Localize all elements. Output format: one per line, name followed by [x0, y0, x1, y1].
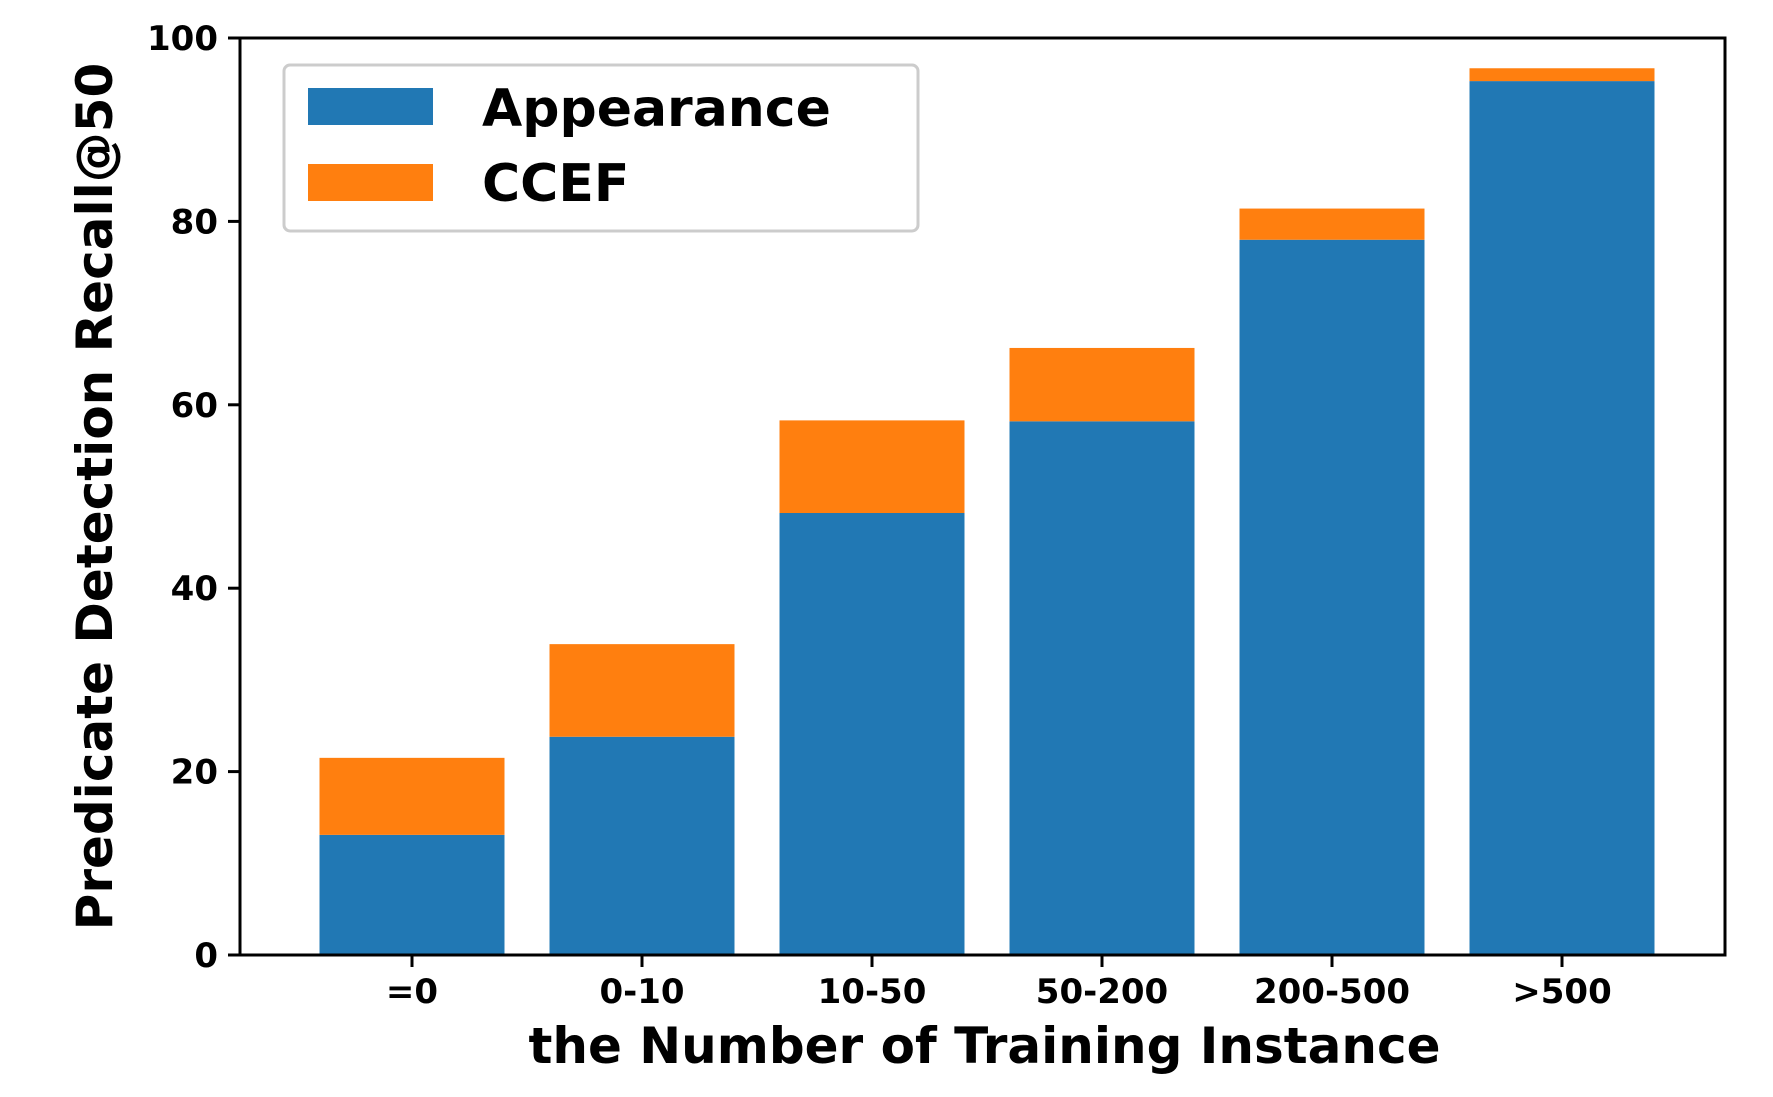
legend-label-appearance: Appearance	[482, 79, 831, 139]
bar-appearance-2	[779, 513, 965, 955]
bar-appearance-0	[319, 834, 505, 955]
x-tick-label: 0-10	[599, 972, 684, 1012]
bar-appearance-1	[549, 736, 735, 955]
bar-appearance-4	[1239, 239, 1425, 956]
bar-appearance-3	[1009, 421, 1195, 955]
legend-swatch-appearance	[308, 88, 433, 125]
y-tick-label: 20	[171, 753, 218, 793]
x-tick-label: 200-500	[1254, 972, 1410, 1012]
y-tick-label: 80	[171, 202, 218, 242]
y-axis: 0 20 40 60 80 100	[147, 19, 240, 976]
bar-ccef-3	[1009, 347, 1195, 422]
legend: Appearance CCEF	[282, 63, 920, 233]
bar-ccef-0	[319, 757, 505, 835]
bars-layer	[319, 68, 1655, 956]
x-axis: =0 0-10 10-50 50-200 200-500 >500	[386, 955, 1612, 1012]
x-tick-label: 50-200	[1036, 972, 1168, 1012]
plot-area-frame	[238, 36, 1727, 957]
bar-ccef-1	[549, 644, 735, 737]
y-tick-label: 40	[171, 569, 218, 609]
bar-appearance-5	[1469, 81, 1655, 955]
y-axis-title: Predicate Detection Recall@50	[66, 63, 124, 931]
legend-swatch-ccef	[308, 164, 433, 201]
y-tick-label: 60	[171, 386, 218, 426]
x-tick-label: >500	[1512, 972, 1611, 1012]
y-tick-label: 100	[147, 19, 218, 59]
legend-box	[282, 63, 920, 233]
legend-label-ccef: CCEF	[482, 154, 629, 214]
bar-ccef-5	[1469, 68, 1655, 82]
bar-ccef-2	[779, 420, 965, 514]
x-tick-label: 10-50	[818, 972, 927, 1012]
y-tick-label: 0	[194, 936, 218, 976]
bar-ccef-4	[1239, 208, 1425, 240]
x-axis-title: the Number of Training Instance	[528, 1017, 1440, 1075]
x-tick-label: =0	[386, 972, 438, 1012]
